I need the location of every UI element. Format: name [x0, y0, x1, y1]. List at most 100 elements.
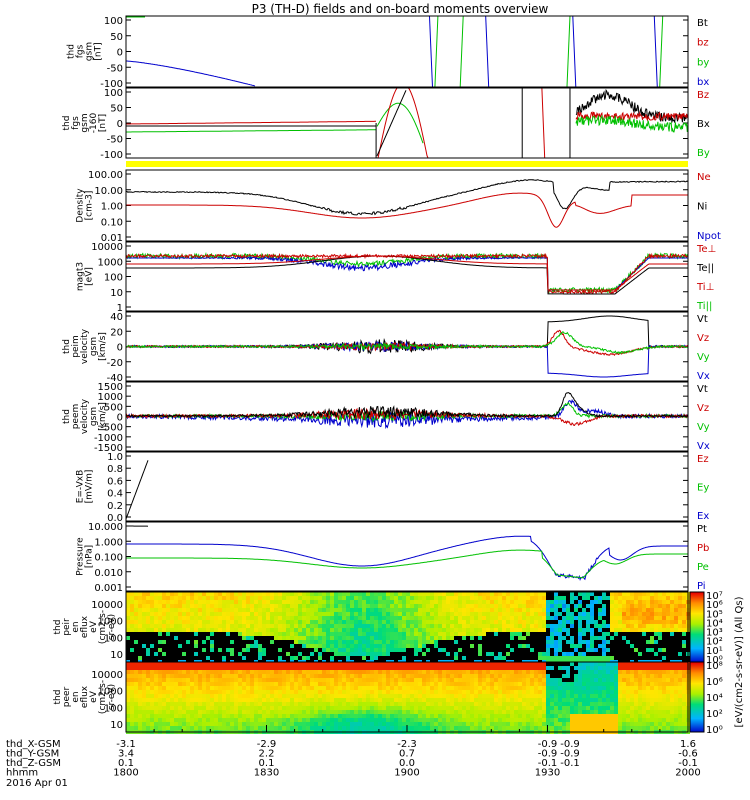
ylabel-peir: thd peir en eflux eV (cm2-s-sr-eV)	[53, 610, 117, 644]
line-peem-Vt	[126, 392, 689, 419]
svg-text:sr-eV): sr-eV)	[107, 614, 117, 640]
legend-Vy: Vy	[697, 422, 710, 433]
ytick-label: -50	[107, 63, 123, 74]
svg-text:[mV/m]: [mV/m]	[85, 470, 95, 504]
ylabel-fgs: thd fgs gsm [nT]	[67, 42, 104, 61]
legend-Vx: Vx	[697, 371, 710, 382]
svg-text:peir: peir	[62, 618, 72, 636]
svg-text:sr-eV): sr-eV)	[107, 684, 117, 710]
panel-fgs_dsl: 100 50 0 -50 -100 thd fgs gsm -160 [nT] Bz Bx By	[62, 88, 710, 161]
xaxis-value: -3.1	[116, 739, 136, 750]
ytick-label: 10000	[91, 670, 123, 681]
svg-text:eV: eV	[89, 690, 99, 703]
legend-Bz: Bz	[697, 90, 709, 101]
xaxis-row-label: thd_X-GSM	[6, 739, 61, 750]
line-Bx-2	[376, 90, 407, 157]
svg-text:velocity: velocity	[80, 328, 90, 364]
ytick-label: 10.000	[88, 522, 123, 533]
ytick-label: -40	[107, 373, 123, 384]
svg-text:gsm: gsm	[80, 113, 90, 132]
line-Bz	[126, 120, 376, 125]
ytick-label: 0	[117, 119, 123, 130]
ytick-label: -1000	[94, 433, 123, 444]
svg-text:velocity: velocity	[80, 398, 90, 434]
line-excursion	[434, 15, 439, 88]
svg-text:en: en	[71, 621, 81, 632]
svg-text:peer: peer	[62, 686, 72, 707]
ytick-label: -500	[100, 423, 123, 434]
xaxis-row-label: hhmm	[6, 768, 38, 779]
legend-Ni: Ni	[697, 202, 707, 213]
ylabel-peim: thd peim velocity gsm [km/s]	[62, 328, 108, 364]
legend-Vt: Vt	[697, 314, 708, 325]
line-Pi	[126, 535, 688, 581]
ytick-label: 1	[117, 303, 123, 314]
ytick-label: 0	[117, 48, 123, 59]
xaxis-extra-value: -0.1	[560, 758, 580, 769]
line-excursion	[485, 15, 490, 88]
colorbar-tick: 10²	[706, 709, 723, 720]
ion-spectrogram	[126, 592, 690, 664]
svg-text:peim: peim	[71, 335, 81, 358]
xaxis-row-label: thd_Z-GSM	[6, 758, 61, 769]
line-excursion	[659, 15, 664, 88]
ytick-label: 0	[117, 413, 123, 424]
ytick-label: 0.0	[107, 513, 123, 524]
legend-Ti⊥: Ti⊥	[696, 282, 714, 293]
svg-text:[eV]: [eV]	[85, 267, 95, 286]
line-Ni	[125, 179, 689, 216]
ytick-label: 1.0	[107, 452, 123, 463]
panel-frame	[125, 381, 689, 452]
ylabel-temperature: magt3 [eV]	[76, 262, 95, 291]
ytick-label: -50	[107, 135, 123, 146]
svg-text:(cm2-s-: (cm2-s-	[98, 610, 108, 644]
ytick-label: 1000	[98, 617, 123, 628]
line-bx	[126, 60, 256, 87]
colorbar-tick: 10⁶	[706, 677, 723, 688]
colorbar-tick: 10⁵	[706, 609, 723, 620]
ytick-label: 0.100	[94, 553, 123, 564]
page-title: P3 (TH-D) fields and on-board moments ov…	[251, 2, 549, 16]
svg-text:gsm: gsm	[85, 42, 95, 61]
xaxis-value: 0.1	[259, 758, 275, 769]
ytick-label: 0.10	[101, 217, 123, 228]
colorbar-1: 10⁸ 10⁶ 10⁴ 10² 10⁰	[689, 661, 723, 736]
colorbar-tick: 10⁶	[706, 600, 723, 611]
legend-Vt: Vt	[697, 384, 708, 395]
ytick-label: 1.000	[94, 537, 123, 548]
ylabel-peem: thd peem velocity gsm [km/s]	[62, 398, 108, 434]
ytick-label: 1000	[98, 687, 123, 698]
legend-by: by	[697, 57, 709, 68]
legend-Vy: Vy	[697, 352, 710, 363]
panel-frame	[125, 521, 689, 592]
xaxis-value: 0.7	[399, 749, 415, 760]
legend-Ti||: Ti||	[696, 301, 712, 312]
xaxis-value: 1900	[394, 768, 419, 779]
svg-text:gsm: gsm	[89, 407, 99, 426]
xaxis-value: 1830	[254, 768, 279, 779]
line-Ti-perp	[126, 255, 688, 291]
svg-text:thd: thd	[53, 690, 63, 705]
panel-frame	[125, 169, 689, 242]
line-Pe	[126, 549, 688, 579]
ytick-label: 0.2	[107, 501, 123, 512]
svg-text:thd: thd	[62, 409, 72, 424]
legend-Pe: Pe	[697, 562, 709, 573]
svg-text:peem: peem	[71, 404, 81, 430]
line-peim-Vy	[125, 331, 689, 355]
ytick-label: 100	[104, 273, 123, 284]
svg-text:-160: -160	[89, 113, 99, 134]
xaxis-extra-value: -0.9	[560, 739, 580, 750]
legend-By: By	[697, 148, 710, 159]
xaxis-value: -0.1	[538, 758, 558, 769]
xaxis-extra-value: -0.9	[560, 749, 580, 760]
legend-Vx: Vx	[697, 441, 710, 452]
legend-Ey: Ey	[697, 483, 709, 494]
xaxis-value: 2.2	[259, 749, 275, 760]
svg-text:en: en	[71, 691, 81, 702]
ylabel-pressure: Pressure [nPa]	[76, 537, 95, 576]
xaxis-value: 1800	[113, 768, 138, 779]
ytick-label: 0.4	[107, 489, 123, 500]
svg-text:Pressure: Pressure	[76, 537, 86, 576]
